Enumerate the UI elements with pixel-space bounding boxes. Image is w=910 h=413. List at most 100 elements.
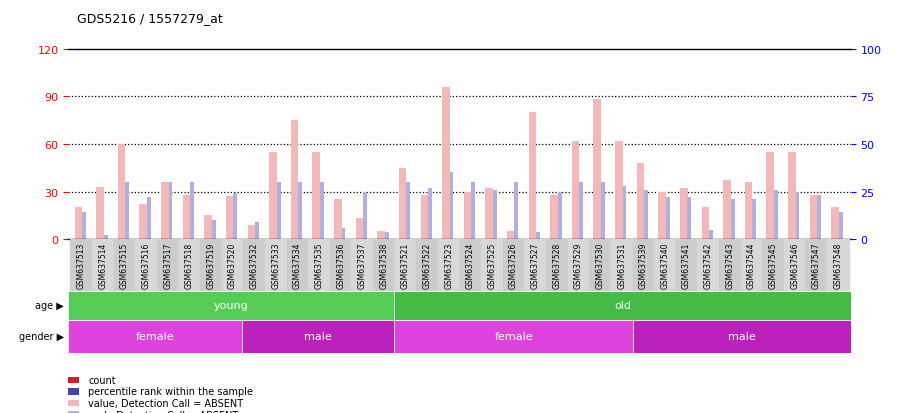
Bar xyxy=(255,223,259,240)
Bar xyxy=(226,197,234,240)
Text: GSM637539: GSM637539 xyxy=(639,242,648,289)
Bar xyxy=(308,240,329,291)
Bar xyxy=(788,152,795,240)
Text: GSM637528: GSM637528 xyxy=(552,242,561,288)
Text: male: male xyxy=(304,332,332,342)
Bar xyxy=(503,240,524,291)
Text: GSM637533: GSM637533 xyxy=(271,242,280,289)
Bar xyxy=(702,208,709,240)
Text: female: female xyxy=(494,332,533,342)
Bar xyxy=(593,100,601,240)
Text: GSM637545: GSM637545 xyxy=(769,242,777,289)
Bar xyxy=(687,198,692,240)
Bar xyxy=(428,188,432,240)
Bar xyxy=(633,320,851,353)
Text: male: male xyxy=(728,332,756,342)
Bar xyxy=(766,152,774,240)
Text: GSM637542: GSM637542 xyxy=(703,242,713,288)
Bar xyxy=(831,208,839,240)
Text: GDS5216 / 1557279_at: GDS5216 / 1557279_at xyxy=(77,12,223,25)
Text: GSM637513: GSM637513 xyxy=(76,242,86,288)
Bar xyxy=(75,208,82,240)
Text: GSM637547: GSM637547 xyxy=(812,242,821,289)
Bar xyxy=(839,213,843,240)
Bar xyxy=(200,240,222,291)
Bar xyxy=(731,199,734,240)
Text: GSM637526: GSM637526 xyxy=(509,242,518,288)
Bar xyxy=(536,232,540,240)
Text: GSM637519: GSM637519 xyxy=(207,242,216,288)
Bar xyxy=(139,205,147,240)
Bar xyxy=(658,192,666,240)
Bar xyxy=(666,198,670,240)
Bar xyxy=(334,200,341,240)
Bar xyxy=(558,192,561,240)
Bar xyxy=(212,221,216,240)
Bar xyxy=(320,183,324,240)
Bar xyxy=(68,320,242,353)
Text: GSM637546: GSM637546 xyxy=(790,242,799,289)
Bar xyxy=(96,188,104,240)
Text: age ▶: age ▶ xyxy=(35,301,64,311)
Text: percentile rank within the sample: percentile rank within the sample xyxy=(88,387,253,396)
Text: GSM637540: GSM637540 xyxy=(661,242,670,289)
Bar xyxy=(546,240,568,291)
Text: GSM637516: GSM637516 xyxy=(142,242,150,288)
Bar xyxy=(460,240,481,291)
Bar xyxy=(118,145,126,240)
Bar xyxy=(485,189,493,240)
Bar xyxy=(741,240,763,291)
Bar xyxy=(70,240,92,291)
Bar xyxy=(234,194,238,240)
Bar xyxy=(637,164,644,240)
Bar xyxy=(481,240,503,291)
Text: GSM637535: GSM637535 xyxy=(315,242,324,289)
Bar xyxy=(356,219,363,240)
Bar xyxy=(92,240,114,291)
Bar xyxy=(622,186,626,240)
Bar xyxy=(291,121,298,240)
Text: GSM637529: GSM637529 xyxy=(574,242,583,288)
Bar xyxy=(147,198,151,240)
Text: female: female xyxy=(136,332,175,342)
Bar xyxy=(827,240,849,291)
Text: GSM637530: GSM637530 xyxy=(595,242,604,289)
Bar xyxy=(373,240,395,291)
Bar xyxy=(810,195,817,240)
Text: GSM637520: GSM637520 xyxy=(228,242,237,288)
Bar xyxy=(644,190,648,240)
Bar xyxy=(784,240,805,291)
Bar xyxy=(571,141,580,240)
Text: rank, Detection Call = ABSENT: rank, Detection Call = ABSENT xyxy=(88,410,238,413)
Bar xyxy=(471,183,475,240)
Bar xyxy=(394,320,633,353)
Text: GSM637527: GSM637527 xyxy=(531,242,540,288)
Bar xyxy=(363,192,367,240)
Text: GSM637548: GSM637548 xyxy=(834,242,843,288)
Bar xyxy=(399,169,407,240)
Bar xyxy=(205,216,212,240)
Bar xyxy=(723,181,731,240)
Bar xyxy=(378,232,385,240)
Text: GSM637515: GSM637515 xyxy=(120,242,129,288)
Bar xyxy=(680,189,688,240)
Bar xyxy=(493,190,497,240)
Text: GSM637522: GSM637522 xyxy=(422,242,431,288)
Bar xyxy=(450,173,453,240)
Bar xyxy=(329,240,351,291)
Text: GSM637534: GSM637534 xyxy=(293,242,302,289)
Bar xyxy=(524,240,546,291)
Bar xyxy=(126,183,129,240)
Bar xyxy=(795,192,799,240)
Bar xyxy=(632,240,654,291)
Bar xyxy=(590,240,611,291)
Bar xyxy=(805,240,827,291)
Bar xyxy=(341,228,346,240)
Text: GSM637525: GSM637525 xyxy=(488,242,497,288)
Bar xyxy=(277,183,280,240)
Bar xyxy=(464,192,471,240)
Bar xyxy=(114,240,136,291)
Bar xyxy=(709,230,713,240)
Bar xyxy=(601,183,605,240)
Bar xyxy=(568,240,590,291)
